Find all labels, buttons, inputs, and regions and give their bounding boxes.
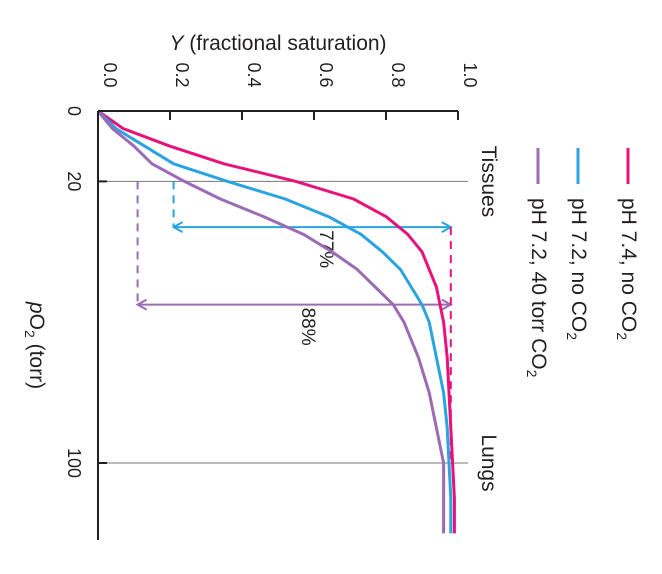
x-tick-label: 20 [64, 171, 84, 191]
legend-label-text-2: pH 7.2, no CO [567, 198, 590, 332]
reference-lines: Tissues Lungs [98, 146, 500, 492]
legend-label-sub-2: 2 [564, 332, 580, 340]
legend-label-1: pH 7.4, no CO2 [614, 198, 640, 340]
y-tick-label: 0.6 [316, 62, 336, 87]
y-axis-title-symbol: Y [169, 32, 185, 55]
annotation-arrowhead-left-1 [171, 221, 184, 234]
y-tick-label: 0.0 [100, 62, 120, 87]
x-axis-title-unit: (torr) [25, 338, 48, 389]
x-tick-label: 0 [64, 106, 84, 116]
x-axis-title: pO2 (torr) [22, 301, 48, 389]
annotation-label-2: 88% [297, 308, 318, 346]
series-curve-1 [97, 109, 456, 534]
series-curve-2 [96, 109, 453, 534]
x-axis-title-p: p [25, 301, 48, 314]
reference-label: Tissues [477, 146, 500, 218]
reference-label: Lungs [477, 434, 500, 491]
annotation-arrowhead-left-2 [135, 298, 148, 311]
x-axis-title-o: O [25, 314, 48, 330]
legend-label-text-1: pH 7.4, no CO [617, 198, 640, 332]
series-curve-3 [96, 110, 446, 534]
y-tick-label: 0.2 [172, 62, 192, 87]
legend-label-3: pH 7.2, 40 torr CO2 [524, 198, 550, 378]
legend-label-sub-3: 2 [524, 370, 540, 378]
y-tick-label: 0.4 [244, 62, 264, 87]
y-tick-label: 1.0 [460, 62, 480, 87]
y-axis-title-text: (fractional saturation) [183, 32, 386, 55]
x-axis-title-sub: 2 [22, 330, 38, 338]
curves-group [96, 109, 456, 534]
y-axis-title: Y (fractional saturation) [169, 32, 386, 55]
legend-label-2: pH 7.2, no CO2 [564, 198, 590, 340]
legend-label-text-3: pH 7.2, 40 torr CO [527, 198, 550, 370]
x-tick-label: 100 [64, 448, 84, 478]
legend-label-sub-1: 2 [614, 332, 630, 340]
axes-group: 0.0 0.2 0.4 0.6 0.8 1.0 0 20 100 [64, 62, 480, 540]
y-tick-label: 0.8 [388, 62, 408, 87]
